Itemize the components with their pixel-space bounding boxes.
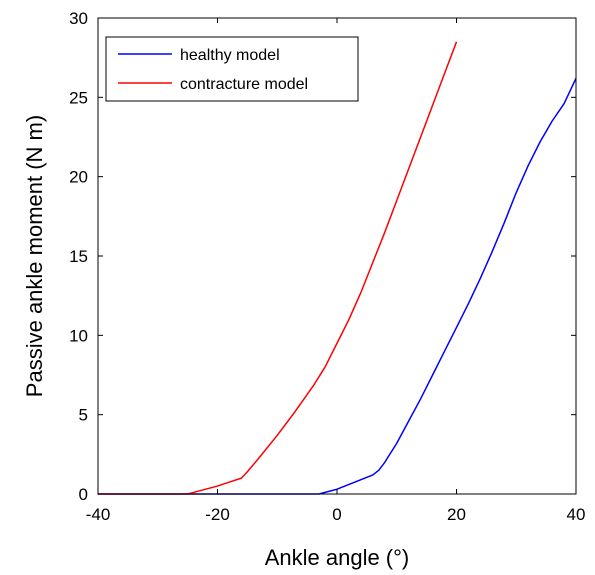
series-line-contracture [98, 41, 458, 495]
y-axis-label: Passive ankle moment (N m) [22, 115, 47, 397]
legend-label-contracture: contracture model [180, 76, 308, 93]
y-tick-label: 25 [69, 88, 88, 107]
x-tick-label: 40 [567, 505, 586, 524]
y-tick-label: 10 [69, 326, 88, 345]
x-axis-label: Ankle angle (°) [265, 545, 410, 570]
x-axis-ticks: -40 -20 0 20 40 [86, 18, 586, 524]
y-tick-label: 15 [69, 247, 88, 266]
legend-box [105, 36, 359, 102]
legend: healthy model contracture model [105, 36, 359, 102]
y-tick-label: 20 [69, 168, 88, 187]
x-tick-label: -40 [86, 505, 111, 524]
legend-label-healthy: healthy model [180, 47, 280, 64]
y-tick-label: 0 [79, 485, 88, 504]
x-tick-label: 0 [332, 505, 341, 524]
series-line-healthy [98, 77, 577, 495]
y-tick-label: 5 [79, 406, 88, 425]
y-tick-label: 30 [69, 9, 88, 28]
x-tick-label: 20 [447, 505, 466, 524]
series-lines [98, 41, 577, 495]
y-axis-ticks: 0 5 10 15 20 25 30 [69, 9, 576, 504]
x-tick-label: -20 [205, 505, 230, 524]
